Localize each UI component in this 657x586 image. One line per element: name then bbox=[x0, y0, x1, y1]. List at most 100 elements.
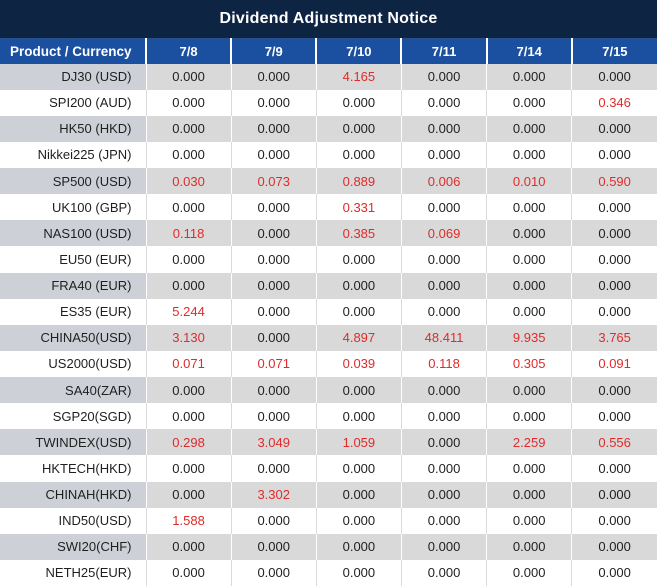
column-header-date: 7/9 bbox=[230, 38, 317, 64]
value-cell: 0.346 bbox=[571, 89, 657, 116]
value-cell: 4.165 bbox=[315, 63, 402, 90]
column-header-date: 7/11 bbox=[400, 38, 487, 64]
value-cell: 0.000 bbox=[230, 507, 317, 534]
value-cell: 0.000 bbox=[571, 403, 657, 430]
value-cell: 0.331 bbox=[315, 194, 402, 221]
value-cell: 0.000 bbox=[486, 481, 572, 508]
value-cell: 4.897 bbox=[315, 324, 402, 351]
value-cell: 0.000 bbox=[400, 403, 487, 430]
value-cell: 0.000 bbox=[571, 507, 657, 534]
product-cell: NAS100 (USD) bbox=[0, 220, 146, 247]
value-cell: 0.000 bbox=[400, 246, 487, 273]
value-cell: 0.000 bbox=[230, 377, 317, 404]
table-row: IND50(USD) 1.588 0.000 0.000 0.000 0.000 0.000 bbox=[0, 507, 657, 534]
value-cell: 0.000 bbox=[571, 115, 657, 142]
value-cell: 0.000 bbox=[315, 272, 402, 299]
product-cell: Nikkei225 (JPN) bbox=[0, 141, 146, 168]
value-cell: 0.073 bbox=[230, 168, 317, 195]
value-cell: 0.385 bbox=[315, 220, 402, 247]
table-row: NAS100 (USD) 0.118 0.000 0.385 0.069 0.000 0.0… bbox=[0, 220, 657, 247]
value-cell: 0.000 bbox=[486, 403, 572, 430]
value-cell: 0.000 bbox=[486, 63, 572, 90]
table-row: US2000(USD) 0.071 0.071 0.039 0.118 0.305 0.09… bbox=[0, 350, 657, 377]
table-header-row: Product / Currency 7/8 7/9 7/10 7/11 7/14 7/1… bbox=[0, 38, 657, 64]
value-cell: 0.000 bbox=[400, 298, 487, 325]
value-cell: 9.935 bbox=[486, 324, 572, 351]
product-cell: SP500 (USD) bbox=[0, 168, 146, 195]
value-cell: 1.588 bbox=[145, 507, 232, 534]
value-cell: 0.000 bbox=[400, 559, 487, 586]
product-cell: FRA40 (EUR) bbox=[0, 272, 146, 299]
value-cell: 0.000 bbox=[315, 481, 402, 508]
value-cell: 0.000 bbox=[400, 429, 487, 456]
value-cell: 0.000 bbox=[400, 533, 487, 560]
product-cell: DJ30 (USD) bbox=[0, 63, 146, 90]
table-body: DJ30 (USD) 0.000 0.000 4.165 0.000 0.000 0.000… bbox=[0, 63, 657, 586]
value-cell: 0.000 bbox=[486, 559, 572, 586]
value-cell: 0.069 bbox=[400, 220, 487, 247]
column-header-product: Product / Currency bbox=[0, 38, 146, 64]
value-cell: 0.118 bbox=[145, 220, 232, 247]
value-cell: 0.000 bbox=[400, 89, 487, 116]
table-row: FRA40 (EUR) 0.000 0.000 0.000 0.000 0.000 0.00… bbox=[0, 272, 657, 299]
value-cell: 0.000 bbox=[486, 220, 572, 247]
value-cell: 0.010 bbox=[486, 168, 572, 195]
value-cell: 0.000 bbox=[400, 63, 487, 90]
value-cell: 0.071 bbox=[145, 350, 232, 377]
value-cell: 0.000 bbox=[230, 533, 317, 560]
value-cell: 0.118 bbox=[400, 350, 487, 377]
value-cell: 0.000 bbox=[571, 298, 657, 325]
table-row: SPI200 (AUD) 0.000 0.000 0.000 0.000 0.000 0.3… bbox=[0, 89, 657, 116]
value-cell: 0.000 bbox=[145, 141, 232, 168]
value-cell: 0.000 bbox=[486, 507, 572, 534]
table-row: SGP20(SGD) 0.000 0.000 0.000 0.000 0.000 0.000 bbox=[0, 403, 657, 430]
value-cell: 0.000 bbox=[315, 141, 402, 168]
value-cell: 0.000 bbox=[400, 194, 487, 221]
value-cell: 0.298 bbox=[145, 429, 232, 456]
value-cell: 0.000 bbox=[315, 403, 402, 430]
value-cell: 0.000 bbox=[230, 141, 317, 168]
product-cell: HK50 (HKD) bbox=[0, 115, 146, 142]
product-cell: SPI200 (AUD) bbox=[0, 89, 146, 116]
value-cell: 0.000 bbox=[486, 272, 572, 299]
value-cell: 0.000 bbox=[571, 559, 657, 586]
value-cell: 2.259 bbox=[486, 429, 572, 456]
table-row: Nikkei225 (JPN) 0.000 0.000 0.000 0.000 0.000… bbox=[0, 141, 657, 168]
product-cell: SA40(ZAR) bbox=[0, 377, 146, 404]
value-cell: 0.000 bbox=[145, 89, 232, 116]
column-header-date: 7/14 bbox=[485, 38, 572, 64]
value-cell: 0.000 bbox=[315, 455, 402, 482]
value-cell: 3.130 bbox=[145, 324, 232, 351]
table-row: CHINA50(USD) 3.130 0.000 4.897 48.411 9.935 3.… bbox=[0, 324, 657, 351]
value-cell: 3.049 bbox=[230, 429, 317, 456]
column-header-date: 7/10 bbox=[315, 38, 402, 64]
value-cell: 0.000 bbox=[400, 507, 487, 534]
value-cell: 0.000 bbox=[486, 141, 572, 168]
value-cell: 0.091 bbox=[571, 350, 657, 377]
value-cell: 0.071 bbox=[230, 350, 317, 377]
value-cell: 0.000 bbox=[315, 507, 402, 534]
value-cell: 0.006 bbox=[400, 168, 487, 195]
value-cell: 0.000 bbox=[486, 533, 572, 560]
value-cell: 0.000 bbox=[486, 194, 572, 221]
value-cell: 0.000 bbox=[230, 63, 317, 90]
table-row: SA40(ZAR) 0.000 0.000 0.000 0.000 0.000 0.000 bbox=[0, 377, 657, 404]
value-cell: 0.000 bbox=[486, 377, 572, 404]
value-cell: 0.000 bbox=[400, 272, 487, 299]
value-cell: 48.411 bbox=[400, 324, 487, 351]
value-cell: 0.000 bbox=[230, 298, 317, 325]
value-cell: 3.765 bbox=[571, 324, 657, 351]
product-cell: US2000(USD) bbox=[0, 350, 146, 377]
product-cell: UK100 (GBP) bbox=[0, 194, 146, 221]
value-cell: 0.000 bbox=[486, 89, 572, 116]
value-cell: 0.305 bbox=[486, 350, 572, 377]
value-cell: 0.000 bbox=[145, 533, 232, 560]
product-cell: IND50(USD) bbox=[0, 507, 146, 534]
value-cell: 0.000 bbox=[571, 141, 657, 168]
table-row: HKTECH(HKD) 0.000 0.000 0.000 0.000 0.000 0.00… bbox=[0, 455, 657, 482]
value-cell: 0.000 bbox=[315, 298, 402, 325]
product-cell: EU50 (EUR) bbox=[0, 246, 146, 273]
value-cell: 0.000 bbox=[571, 194, 657, 221]
table-row: ES35 (EUR) 5.244 0.000 0.000 0.000 0.000 0.000 bbox=[0, 298, 657, 325]
value-cell: 0.000 bbox=[230, 455, 317, 482]
